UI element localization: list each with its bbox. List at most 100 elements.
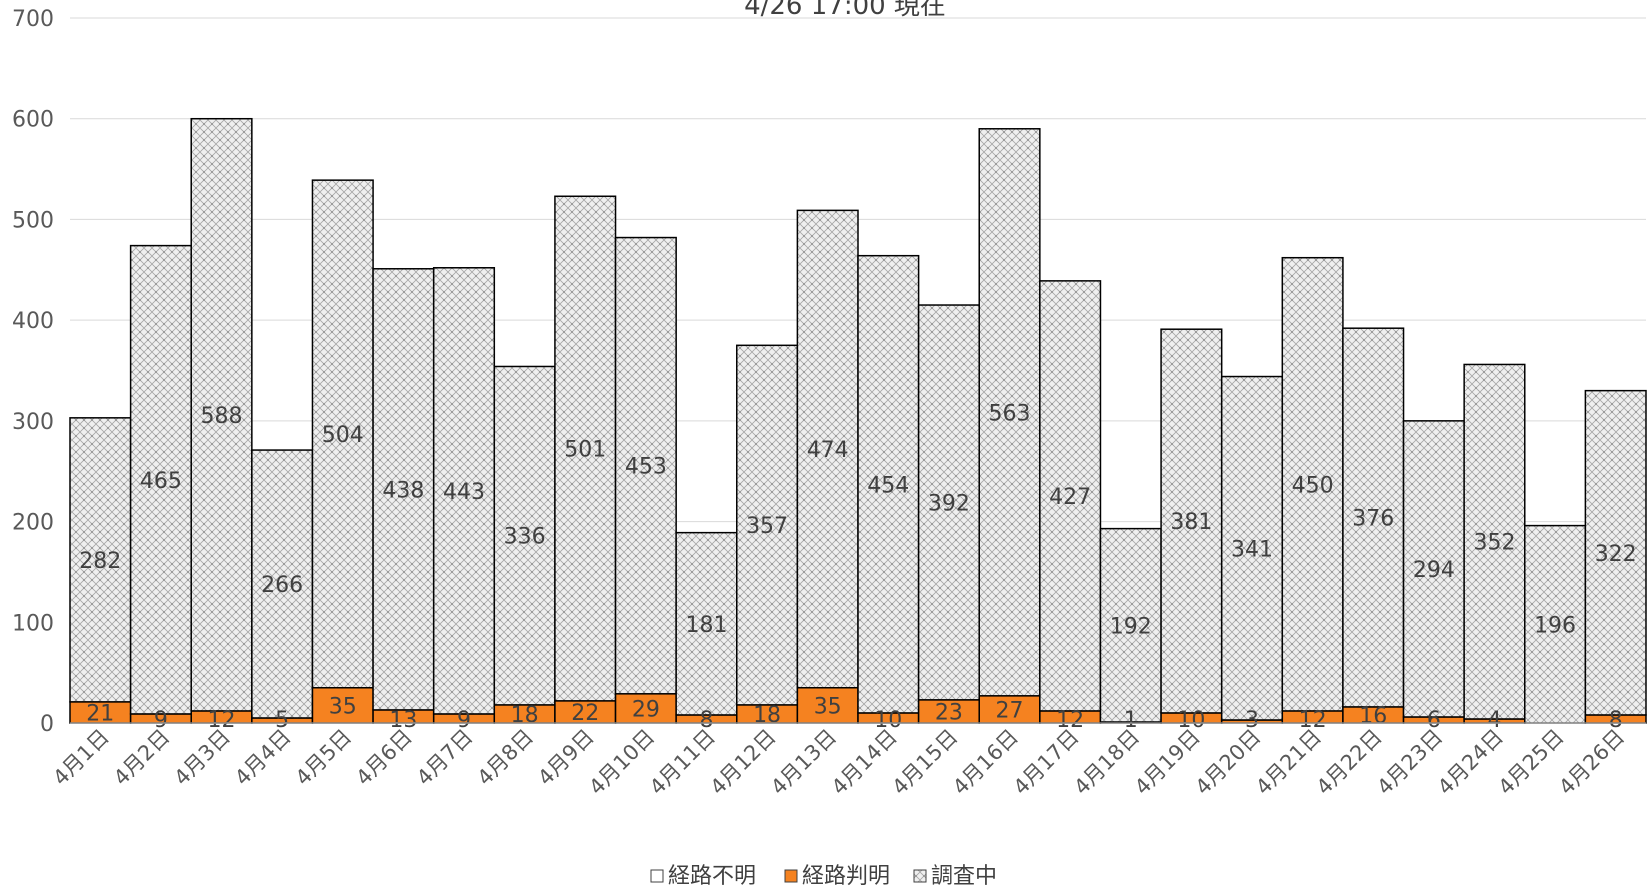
data-label-known-route: 10 (1177, 708, 1205, 733)
data-label-investigating: 454 (867, 473, 909, 498)
data-label-known-route: 21 (86, 701, 114, 726)
data-label-known-route: 22 (571, 701, 599, 726)
data-label-investigating: 376 (1352, 507, 1394, 532)
data-label-known-route: 12 (1299, 708, 1327, 733)
x-tick-label: 4月3日 (170, 725, 236, 791)
x-tick-label: 4月13日 (766, 725, 841, 800)
bar-investigating (190, 117, 253, 712)
bar-investigating (1220, 375, 1284, 721)
bar-investigating (614, 236, 677, 695)
data-label-investigating: 392 (928, 491, 970, 516)
data-label-investigating: 465 (140, 469, 182, 494)
x-tick-label: 4月26日 (1554, 725, 1629, 800)
y-tick-label: 100 (12, 611, 54, 636)
data-label-known-route: 27 (996, 698, 1024, 723)
data-label-investigating: 352 (1473, 531, 1515, 556)
x-tick-label: 4月14日 (827, 725, 902, 800)
y-tick-label: 0 (40, 712, 54, 737)
data-label-investigating: 504 (322, 423, 364, 448)
bar-investigating (1160, 328, 1223, 714)
bar-known-route (311, 687, 374, 724)
x-tick-label: 4月2日 (109, 725, 175, 791)
bar-investigating (554, 195, 617, 702)
data-label-investigating: 282 (79, 549, 121, 574)
data-label-investigating: 181 (685, 613, 727, 638)
bar-investigating (311, 179, 374, 689)
bar-investigating (69, 417, 132, 703)
data-label-known-route: 16 (1359, 704, 1387, 729)
bar-known-route (796, 687, 859, 724)
data-label-investigating: 322 (1595, 542, 1637, 567)
legend-label: 調査中 (931, 864, 997, 888)
bar-investigating (1463, 363, 1526, 720)
x-tick-label: 4月17日 (1009, 725, 1084, 800)
data-label-investigating: 563 (989, 401, 1031, 426)
data-label-investigating: 427 (1049, 485, 1091, 510)
data-label-known-route: 8 (699, 708, 713, 733)
x-tick-label: 4月12日 (706, 725, 781, 800)
x-axis: 4月1日4月2日4月3日4月4日4月5日4月6日4月7日4月8日4月9日4月10… (48, 722, 1646, 800)
x-tick-label: 4月4日 (230, 725, 296, 791)
x-tick-label: 4月1日 (48, 725, 114, 791)
data-label-investigating: 341 (1231, 537, 1273, 562)
bars (69, 117, 1647, 724)
x-tick-label: 4月22日 (1312, 725, 1387, 800)
bar-investigating (1342, 327, 1405, 708)
data-label-known-route: 12 (208, 708, 236, 733)
data-label-investigating: 266 (261, 573, 303, 598)
legend-swatch (650, 869, 664, 883)
data-label-investigating: 294 (1413, 558, 1455, 583)
data-label-known-route: 8 (1609, 708, 1623, 733)
x-tick-label: 4月19日 (1130, 725, 1205, 800)
data-label-known-route: 29 (632, 697, 660, 722)
bar-investigating (129, 244, 192, 715)
bar-investigating (978, 128, 1041, 697)
bar-investigating (1099, 527, 1162, 723)
data-label-investigating: 453 (625, 455, 667, 480)
data-labels: 2822146595881226655043543813443933618501… (79, 401, 1636, 733)
x-tick-label: 4月11日 (645, 725, 720, 800)
data-label-investigating: 501 (564, 438, 606, 463)
y-tick-label: 700 (12, 7, 54, 32)
x-tick-label: 4月8日 (473, 725, 539, 791)
data-label-known-route: 3 (1245, 708, 1259, 733)
x-tick-label: 4月24日 (1433, 725, 1508, 800)
x-tick-label: 4月15日 (887, 725, 962, 800)
data-label-known-route: 1 (1124, 708, 1138, 733)
bar-investigating (917, 304, 980, 701)
data-label-known-route: 12 (1056, 708, 1084, 733)
data-label-known-route: 9 (457, 708, 471, 733)
legend: 経路不明 経路判明 調査中 (650, 864, 997, 888)
data-label-investigating: 474 (807, 438, 849, 463)
data-label-investigating: 196 (1534, 613, 1576, 638)
y-tick-label: 400 (12, 309, 54, 334)
y-tick-label: 500 (12, 208, 54, 233)
bar-investigating (1584, 389, 1647, 716)
bar-investigating (1281, 256, 1344, 712)
data-label-investigating: 336 (504, 525, 546, 550)
x-tick-label: 4月10日 (584, 725, 659, 800)
y-tick-label: 600 (12, 108, 54, 133)
x-tick-label: 4月23日 (1372, 725, 1447, 800)
x-tick-label: 4月7日 (412, 725, 478, 791)
x-tick-label: 4月6日 (351, 725, 417, 791)
bar-investigating (1524, 524, 1587, 724)
data-label-known-route: 9 (154, 708, 168, 733)
chart-title: 4/26 17:00 現在 (744, 0, 946, 21)
data-label-investigating: 438 (382, 478, 424, 503)
data-label-known-route: 5 (275, 708, 289, 733)
data-label-known-route: 6 (1427, 708, 1441, 733)
legend-swatch (913, 869, 927, 883)
data-label-known-route: 13 (389, 708, 417, 733)
x-tick-label: 4月18日 (1069, 725, 1144, 800)
data-label-investigating: 381 (1170, 510, 1212, 535)
data-label-known-route: 18 (753, 703, 781, 728)
data-label-investigating: 588 (201, 404, 243, 429)
data-label-known-route: 35 (814, 694, 842, 719)
x-tick-label: 4月16日 (948, 725, 1023, 800)
bar-investigating (1039, 280, 1102, 712)
data-label-investigating: 357 (746, 514, 788, 539)
data-label-investigating: 450 (1292, 473, 1334, 498)
bar-investigating (675, 531, 738, 716)
